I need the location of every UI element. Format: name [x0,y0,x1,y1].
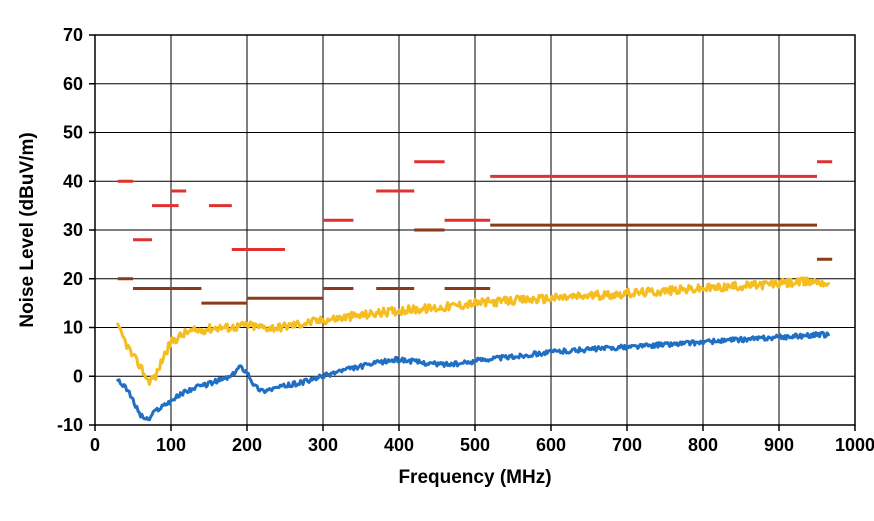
y-tick-label: 70 [63,25,83,45]
x-tick-label: 500 [460,435,490,455]
x-tick-label: 600 [536,435,566,455]
x-tick-label: 400 [384,435,414,455]
x-tick-label: 1000 [835,435,874,455]
x-axis-label: Frequency (MHz) [398,467,551,488]
y-tick-label: 10 [63,318,83,338]
y-tick-label: 0 [73,366,83,386]
x-tick-label: 800 [688,435,718,455]
y-tick-label: 30 [63,220,83,240]
chart-svg: 0 100 200 300 400 500 600 700 800 900 1000 -10 0 10 20… [0,0,874,521]
y-tick-label: -10 [57,415,83,435]
x-tick-label: 0 [90,435,100,455]
y-tick-label: 20 [63,269,83,289]
y-axis-label: Noise Level (dBuV/m) [17,132,38,327]
y-tick-label: 50 [63,123,83,143]
x-tick-label: 200 [232,435,262,455]
x-tick-label: 700 [612,435,642,455]
x-tick-label: 100 [156,435,186,455]
x-tick-label: 300 [308,435,338,455]
x-tick-label: 900 [764,435,794,455]
y-tick-label: 40 [63,171,83,191]
y-tick-label: 60 [63,74,83,94]
noise-vs-frequency-chart: 0 100 200 300 400 500 600 700 800 900 1000 -10 0 10 20… [0,0,874,521]
